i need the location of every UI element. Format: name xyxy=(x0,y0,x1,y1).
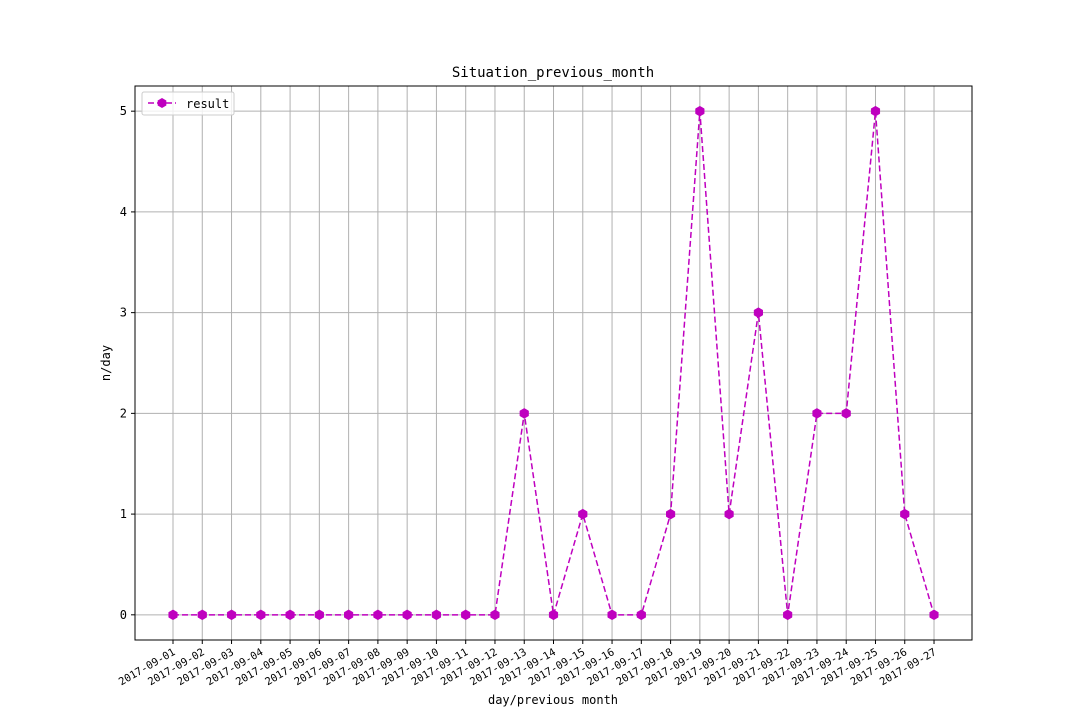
grid xyxy=(135,86,972,640)
data-point xyxy=(841,408,851,419)
chart-title: Situation_previous_month xyxy=(452,65,654,81)
data-point xyxy=(344,609,354,621)
y-axis-label: n/day xyxy=(99,345,113,381)
data-point xyxy=(373,609,383,621)
data-point xyxy=(431,609,442,621)
data-point xyxy=(314,609,324,621)
legend-marker-swatch xyxy=(157,98,167,108)
y-tick-label: 3 xyxy=(120,306,127,320)
legend: result xyxy=(141,91,235,116)
data-point xyxy=(548,609,559,621)
data-point xyxy=(402,609,412,621)
data-point xyxy=(695,105,705,117)
x-axis-label: day/previous month xyxy=(488,693,618,707)
y-tick-label: 5 xyxy=(120,104,127,118)
data-point xyxy=(900,508,910,520)
data-point xyxy=(636,609,646,621)
data-point xyxy=(578,508,588,520)
data-point xyxy=(870,105,881,117)
data-point xyxy=(812,408,822,419)
data-point xyxy=(783,609,793,621)
y-tick-label: 1 xyxy=(120,507,127,521)
data-point xyxy=(607,609,617,621)
data-point xyxy=(519,408,529,419)
data-point xyxy=(490,609,500,621)
data-point xyxy=(197,609,207,621)
legend-label: result xyxy=(186,97,229,111)
series-layer xyxy=(168,105,939,621)
data-point xyxy=(168,609,178,621)
data-point xyxy=(929,609,939,621)
y-tick-label: 2 xyxy=(120,406,127,420)
data-point xyxy=(256,609,266,621)
data-point xyxy=(285,609,295,621)
data-point xyxy=(226,609,237,621)
legend-frame xyxy=(141,91,235,116)
x-axis: 2017-09-012017-09-022017-09-032017-09-04… xyxy=(117,640,939,688)
data-point xyxy=(666,508,676,520)
data-point xyxy=(461,609,471,621)
y-tick-label: 4 xyxy=(120,205,127,219)
y-axis: 0 1 2 3 4 5 xyxy=(120,104,135,622)
data-point xyxy=(724,508,734,520)
y-tick-label: 0 xyxy=(120,608,127,622)
data-point xyxy=(753,307,763,318)
